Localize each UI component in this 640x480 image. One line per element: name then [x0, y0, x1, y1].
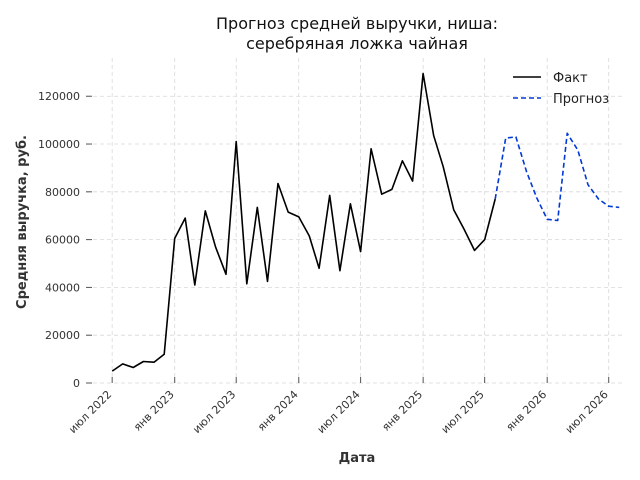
x-tick-label: июл 2023 — [190, 388, 238, 436]
chart-title-line: серебряная ложка чайная — [246, 34, 468, 53]
series-line-forecast — [494, 132, 620, 222]
x-axis: июл 2022 янв 2023 июл 2023 янв 2024 июл 2024… — [66, 377, 611, 436]
x-tick-label: янв 2023 — [131, 388, 177, 434]
x-tick-label: янв 2024 — [255, 388, 301, 434]
x-tick-label: июл 2022 — [66, 388, 114, 436]
chart-title-line: Прогноз средней выручки, ниша: — [216, 14, 498, 33]
legend: Факт Прогноз — [513, 71, 609, 107]
y-tick-label: 0 — [73, 377, 80, 390]
plot-area — [111, 72, 620, 372]
y-tick-label: 120000 — [38, 90, 80, 103]
y-tick-label: 60000 — [45, 234, 80, 247]
y-tick-label: 20000 — [45, 329, 80, 342]
y-axis-label: Средняя выручка, руб. — [15, 135, 30, 309]
chart-title: Прогноз средней выручки, ниша: серебряная… — [216, 14, 498, 53]
y-tick-label: 80000 — [45, 186, 80, 199]
y-axis: 0 20000 40000 60000 80000 100000 120000 — [38, 90, 92, 390]
x-tick-label: июл 2026 — [563, 388, 611, 436]
x-tick-label: янв 2025 — [379, 388, 425, 434]
x-axis-label: Дата — [339, 451, 376, 466]
x-tick-label: июл 2025 — [439, 388, 487, 436]
x-tick-label: янв 2026 — [503, 388, 549, 434]
legend-label-fact: Факт — [553, 71, 588, 86]
y-tick-label: 100000 — [38, 138, 80, 151]
legend-label-forecast: Прогноз — [553, 92, 609, 107]
x-tick-label: июл 2024 — [315, 388, 363, 436]
series-line-fact — [111, 72, 496, 372]
y-tick-label: 40000 — [45, 281, 80, 294]
